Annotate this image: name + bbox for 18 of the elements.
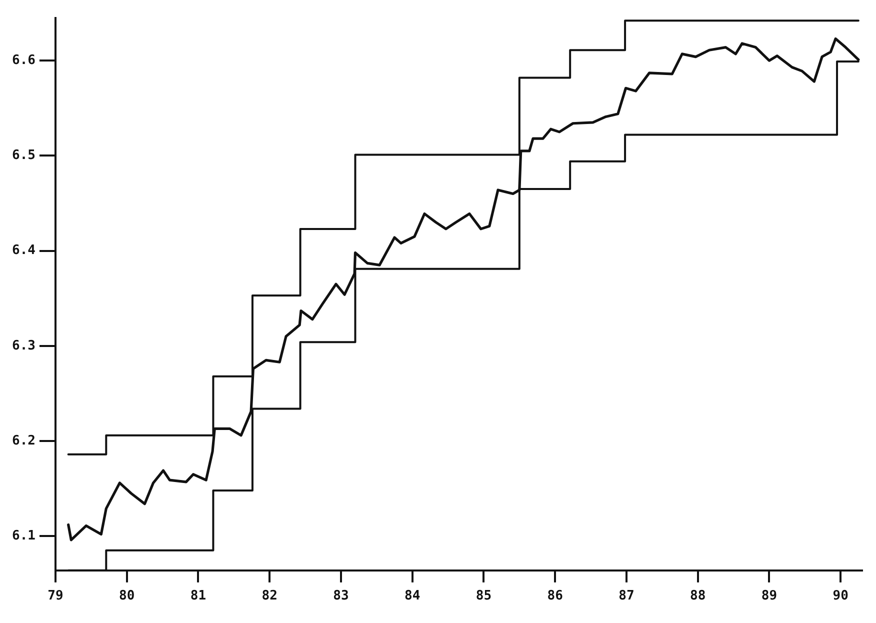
x-tick-label: 90 <box>832 588 849 604</box>
x-tick-label: 79 <box>48 588 64 604</box>
x-tick-label: 83 <box>333 588 349 604</box>
x-tick-label: 81 <box>190 588 206 604</box>
x-tick-label: 82 <box>262 588 278 604</box>
x-tick-label: 88 <box>690 588 706 604</box>
y-tick-label: 6.5 <box>12 148 36 164</box>
x-tick-label: 84 <box>404 588 420 604</box>
x-tick-label: 87 <box>618 588 634 604</box>
y-tick-label: 6.2 <box>12 433 36 448</box>
x-tick-label: 89 <box>761 588 778 604</box>
y-tick-label: 6.6 <box>12 52 36 68</box>
x-tick-label: 80 <box>119 588 135 604</box>
y-tick-label: 6.4 <box>12 243 36 258</box>
y-tick-label: 6.1 <box>12 528 36 544</box>
x-tick-label: 85 <box>476 588 492 604</box>
x-tick-label: 86 <box>547 588 564 604</box>
y-tick-label: 6.3 <box>12 338 36 354</box>
